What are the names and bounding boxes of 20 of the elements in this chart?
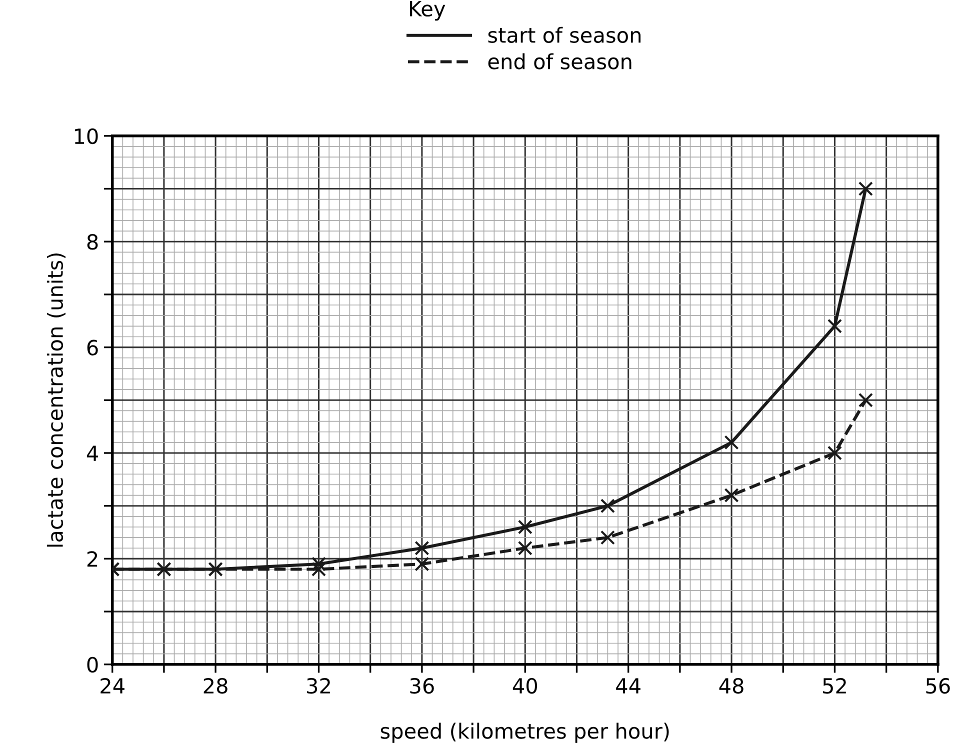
x-axis-title: speed (kilometres per hour) xyxy=(380,722,669,743)
legend-label: start of season xyxy=(488,26,640,43)
y-tick-label: 0 xyxy=(87,656,98,673)
x-tick-label: 44 xyxy=(616,678,640,694)
legend-label: end of season xyxy=(488,53,632,70)
legend-title: Key xyxy=(410,1,446,21)
x-tick-label: 52 xyxy=(823,678,846,694)
y-tick-label: 6 xyxy=(87,340,98,356)
x-tick-label: 24 xyxy=(100,678,124,694)
x-tick-label: 40 xyxy=(512,678,538,694)
x-tick-label: 48 xyxy=(719,678,744,694)
y-tick-label: 8 xyxy=(87,234,98,250)
x-tick-label: 56 xyxy=(926,678,950,694)
x-tick-label: 32 xyxy=(307,678,330,694)
y-tick-label: 10 xyxy=(74,128,98,144)
x-tick-label: 28 xyxy=(204,678,228,694)
x-tick-label: 36 xyxy=(410,678,434,694)
y-tick-label: 4 xyxy=(86,446,98,461)
y-axis-title: lactate concentration (units) xyxy=(46,253,66,547)
y-tick-label: 2 xyxy=(87,551,98,567)
